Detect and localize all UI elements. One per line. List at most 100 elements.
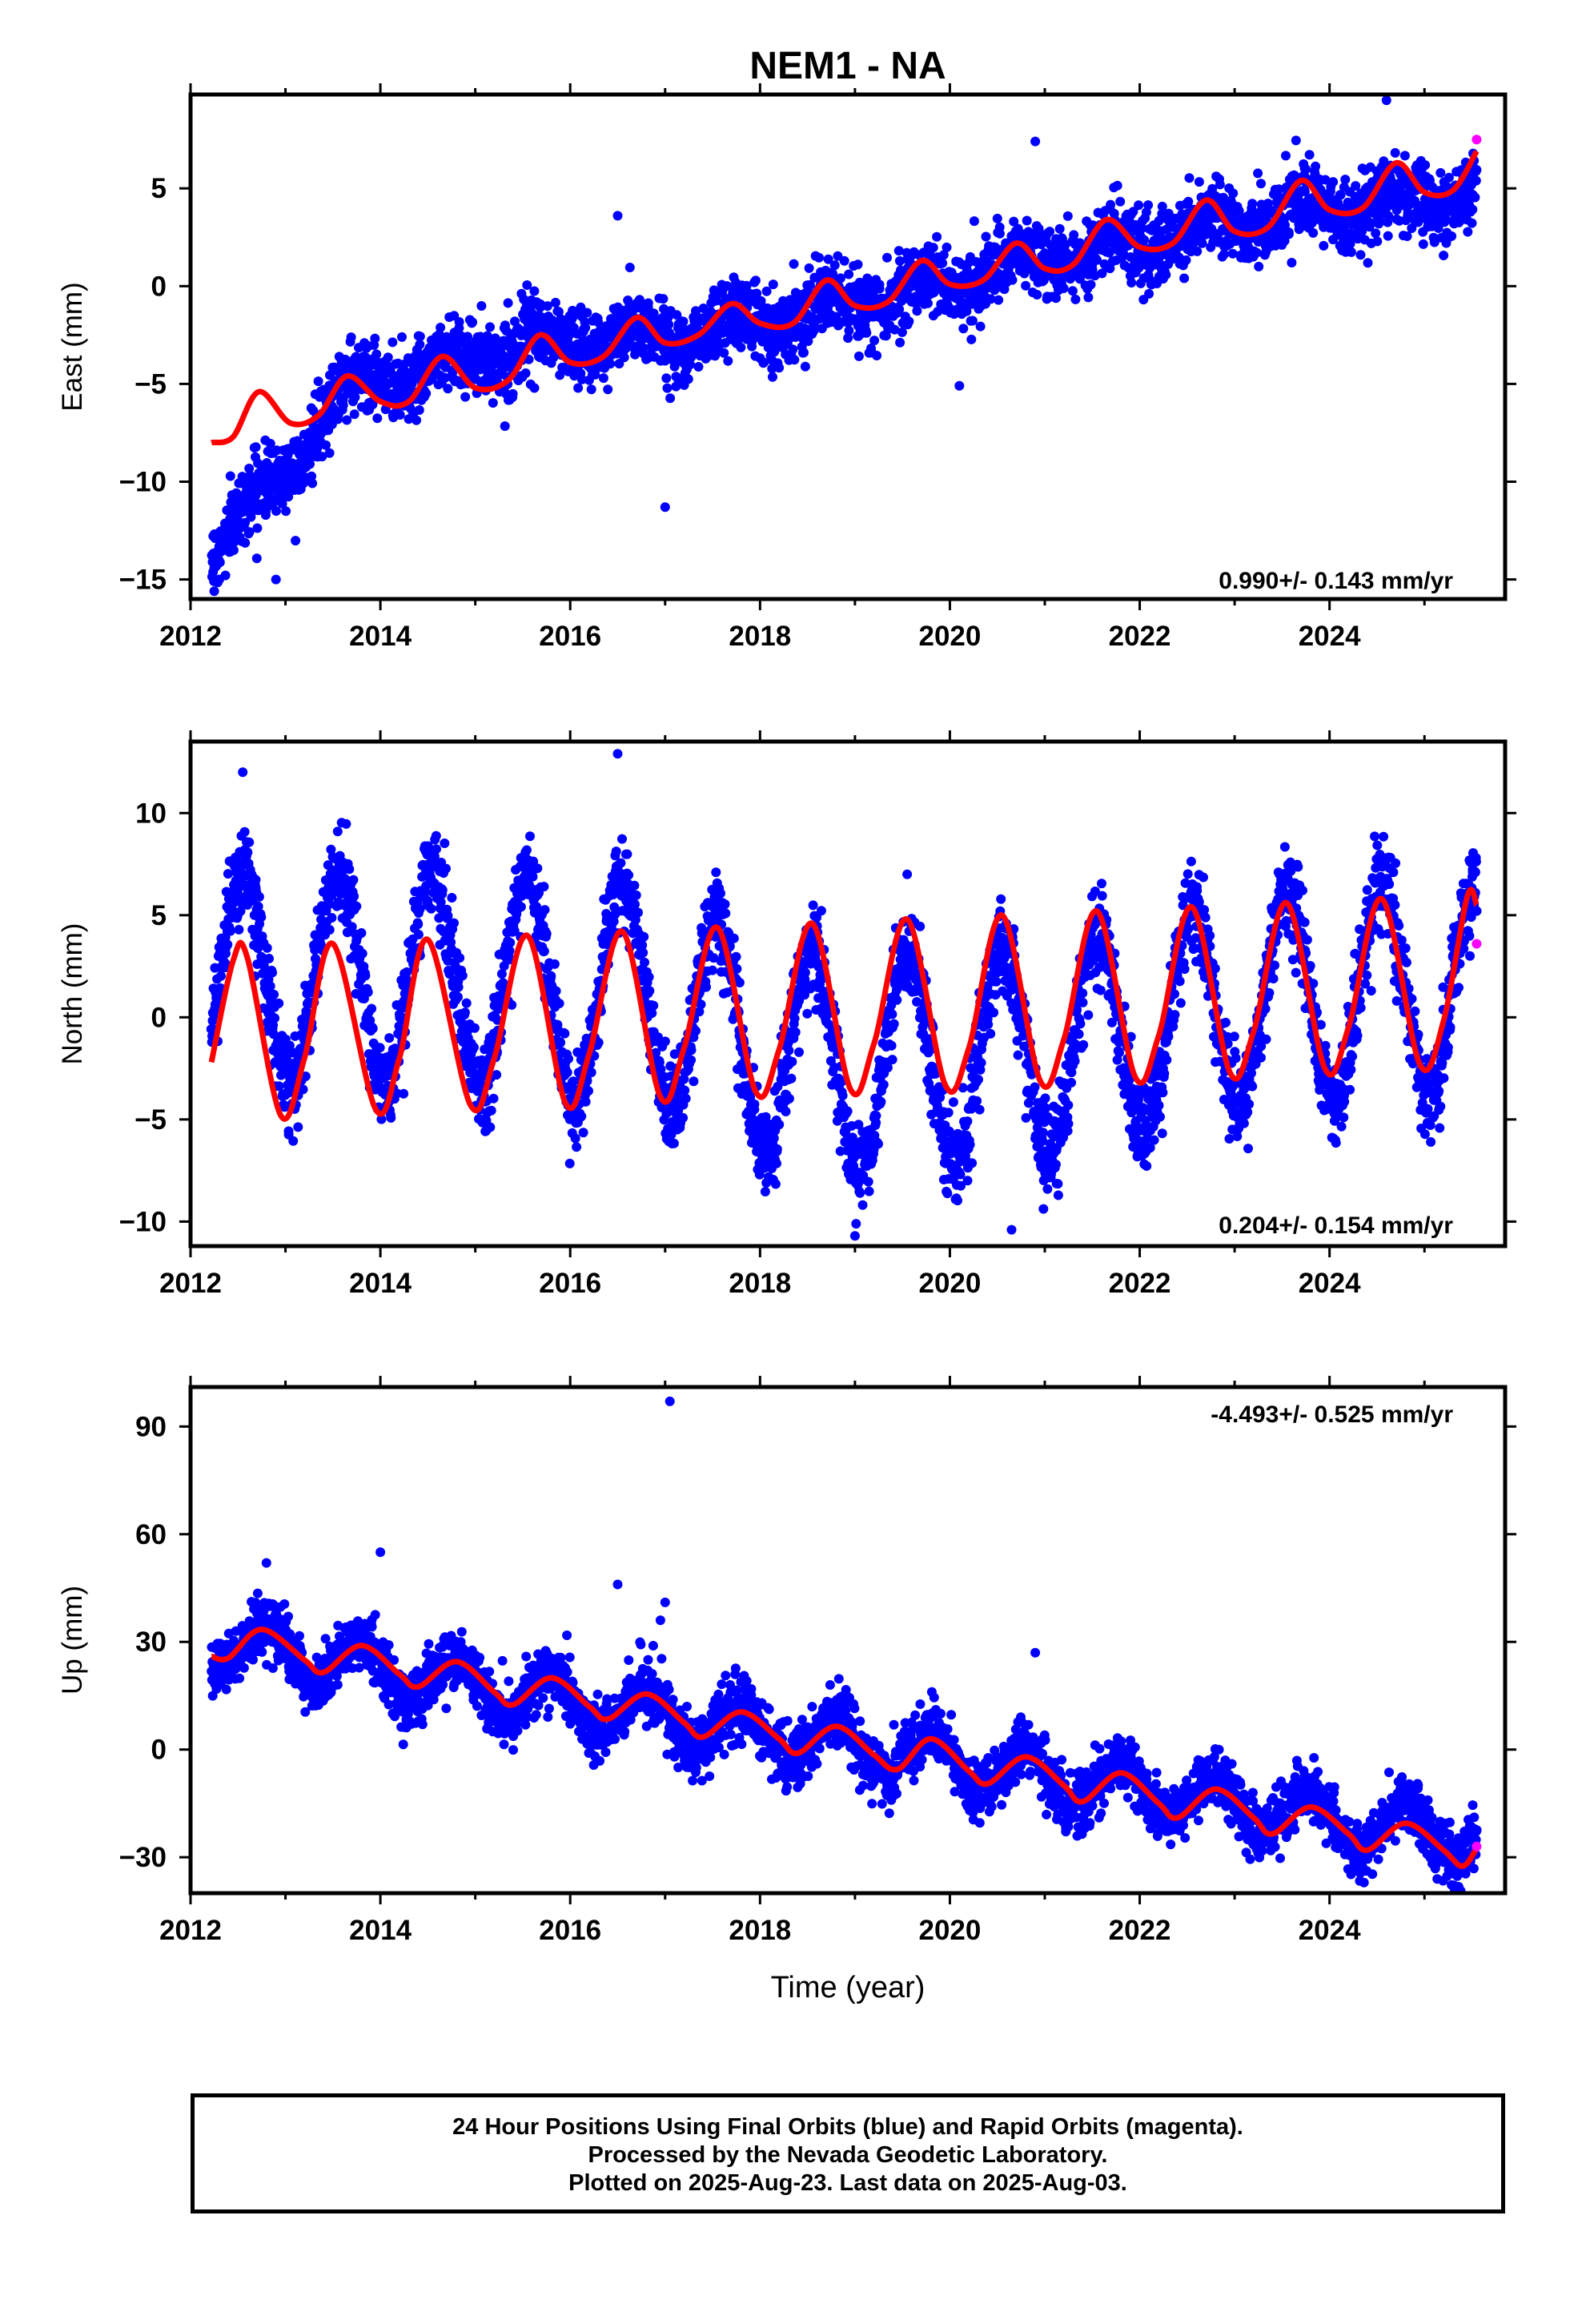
y-tick-label: −10 — [119, 466, 167, 497]
data-point — [1287, 258, 1297, 267]
data-point — [1274, 184, 1284, 195]
data-point-outlier — [209, 586, 219, 597]
data-point — [423, 841, 433, 851]
data-point — [281, 506, 291, 517]
data-point — [844, 325, 854, 336]
x-tick-label: 2020 — [919, 621, 982, 652]
data-point — [520, 368, 531, 378]
x-tick-label: 2022 — [1109, 621, 1171, 652]
panel-north: 2012 2014 2016 2018 2020 2022 2024−10−50510Nor… — [57, 730, 1516, 1299]
data-point — [341, 818, 351, 829]
data-point — [468, 1042, 479, 1052]
data-point — [371, 349, 382, 360]
data-point — [367, 1003, 377, 1014]
data-point — [485, 1122, 496, 1132]
data-point — [505, 938, 516, 948]
data-point — [223, 869, 233, 879]
data-point — [440, 372, 450, 383]
data-point — [576, 302, 586, 312]
data-point — [894, 255, 905, 266]
data-point — [460, 1007, 470, 1018]
data-point — [1470, 192, 1480, 203]
data-point — [580, 1096, 591, 1107]
data-point — [440, 838, 450, 848]
data-point — [843, 333, 853, 344]
data-point — [532, 863, 543, 874]
data-point — [457, 971, 468, 981]
data-point — [269, 989, 279, 999]
data-point — [549, 959, 560, 969]
data-point — [803, 336, 813, 346]
data-point — [631, 890, 641, 900]
data-point — [207, 605, 216, 615]
data-point — [895, 337, 905, 348]
data-point — [586, 1068, 596, 1078]
data-point — [240, 517, 250, 528]
data-point — [1471, 175, 1481, 186]
data-point — [216, 971, 226, 981]
data-point — [1062, 211, 1073, 221]
data-point — [962, 306, 972, 316]
data-point — [1134, 200, 1144, 211]
data-point — [658, 294, 669, 304]
rate-label-east: 0.990+/- 0.143 mm/yr — [1219, 568, 1453, 594]
data-point — [564, 338, 573, 348]
data-point — [608, 916, 619, 927]
data-point — [1009, 216, 1019, 227]
data-point — [617, 834, 627, 844]
data-point — [265, 439, 275, 448]
data-point — [664, 320, 674, 330]
data-point — [1179, 273, 1190, 283]
y-tick-label: −15 — [119, 565, 167, 596]
data-point — [288, 1136, 299, 1146]
data-point — [1234, 206, 1244, 216]
data-point — [348, 875, 359, 885]
data-point — [313, 376, 323, 387]
data-point — [529, 383, 540, 393]
plot-area-north — [206, 749, 1482, 1241]
data-point — [498, 350, 508, 360]
data-point — [251, 875, 261, 885]
data-point — [554, 999, 564, 1008]
data-point — [251, 553, 262, 564]
data-point — [752, 288, 762, 299]
data-point — [528, 856, 539, 866]
data-point — [310, 945, 320, 955]
y-tick-label: −5 — [135, 368, 167, 400]
data-point — [1021, 280, 1031, 291]
data-point — [938, 250, 949, 260]
data-point — [215, 557, 225, 568]
data-point — [1197, 238, 1207, 248]
data-point — [1429, 237, 1439, 247]
data-point — [482, 331, 492, 341]
data-point — [444, 969, 455, 979]
data-point — [560, 1028, 570, 1039]
data-point — [1083, 292, 1094, 303]
data-point — [1106, 199, 1116, 210]
data-point — [488, 1093, 499, 1104]
data-point — [522, 280, 532, 290]
data-point — [833, 251, 843, 261]
data-point — [672, 310, 682, 320]
data-point — [298, 1084, 308, 1095]
data-point — [669, 361, 680, 372]
data-point — [521, 845, 532, 855]
data-point — [252, 523, 263, 533]
data-point — [486, 1105, 496, 1116]
data-point — [759, 357, 769, 368]
data-point — [307, 471, 317, 481]
data-point — [928, 243, 938, 253]
data-point — [244, 527, 255, 537]
data-point — [1144, 288, 1154, 299]
data-point — [1283, 229, 1294, 239]
data-point — [552, 1019, 563, 1030]
data-point — [933, 307, 943, 316]
x-tick-label: 2012 — [159, 621, 222, 652]
data-point — [244, 464, 255, 473]
data-point — [719, 348, 729, 358]
data-point — [1058, 283, 1069, 293]
data-point — [805, 279, 815, 290]
data-point — [243, 847, 253, 858]
data-point — [616, 858, 626, 868]
data-point — [889, 324, 900, 335]
